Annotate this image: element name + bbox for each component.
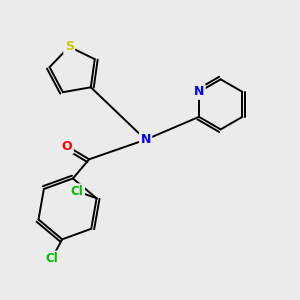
Text: N: N [194,85,204,98]
Text: N: N [140,133,151,146]
Text: Cl: Cl [46,252,58,265]
Text: Cl: Cl [71,185,84,198]
Text: O: O [62,140,72,153]
Text: S: S [65,40,74,53]
